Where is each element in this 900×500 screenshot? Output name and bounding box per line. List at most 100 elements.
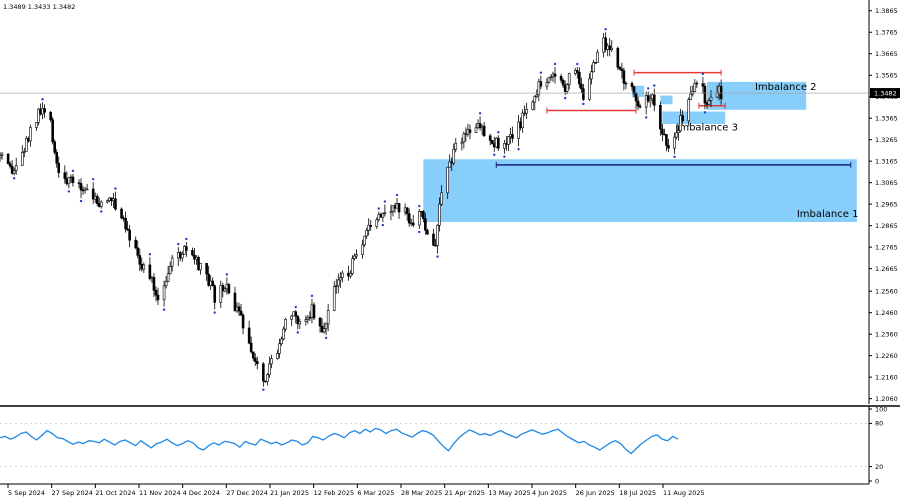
candle-body bbox=[521, 112, 524, 129]
candle-body bbox=[559, 76, 563, 81]
candle-body bbox=[49, 111, 52, 121]
candle-body bbox=[549, 76, 553, 78]
candle-body bbox=[106, 200, 109, 203]
candle-body bbox=[588, 78, 591, 100]
time-tick-label: 13 May 2025 bbox=[488, 489, 530, 497]
candle-body bbox=[561, 80, 565, 86]
candle-body bbox=[8, 163, 12, 167]
fractal-up-marker bbox=[383, 200, 387, 203]
candle-body bbox=[448, 161, 451, 168]
candle-body bbox=[434, 244, 437, 247]
candle-body bbox=[667, 145, 670, 149]
candle-body bbox=[665, 134, 668, 146]
candle-body bbox=[41, 108, 44, 115]
candle-body bbox=[140, 263, 144, 270]
candle-body bbox=[183, 246, 186, 255]
candle-body bbox=[241, 314, 245, 329]
imbalance-label: Imbalance 2 bbox=[755, 82, 817, 93]
fractal-down-marker bbox=[12, 177, 16, 180]
candle-body bbox=[221, 285, 225, 292]
candle-body bbox=[503, 143, 506, 149]
imbalance-label: Imbalance 1 bbox=[797, 209, 859, 220]
candle-body bbox=[77, 182, 81, 184]
candle-body bbox=[464, 133, 468, 135]
candle-body bbox=[97, 203, 101, 207]
fractal-down-marker bbox=[262, 388, 265, 391]
candle-body bbox=[150, 277, 154, 280]
imbalance-zone bbox=[423, 159, 857, 222]
candle-body bbox=[282, 328, 285, 340]
price-tick-label: 1.2865 bbox=[875, 222, 898, 230]
candle-body bbox=[185, 246, 188, 251]
oscillator-tick-label: 80 bbox=[875, 420, 883, 428]
candle-body bbox=[488, 135, 492, 141]
candle-body bbox=[225, 284, 229, 290]
imbalance-label: Imbalance 3 bbox=[676, 123, 738, 134]
candle-body bbox=[322, 328, 326, 333]
fractal-down-marker bbox=[67, 190, 71, 193]
fractal-up-marker bbox=[377, 207, 380, 210]
candle-body bbox=[523, 112, 526, 115]
candle-body bbox=[367, 224, 370, 231]
candle-body bbox=[369, 224, 372, 227]
candle-body bbox=[298, 321, 302, 325]
candle-body bbox=[176, 252, 180, 259]
candle-body bbox=[377, 214, 381, 220]
candle-body bbox=[209, 280, 212, 286]
fractal-down-marker bbox=[213, 311, 216, 314]
candle-body bbox=[91, 188, 95, 200]
candle-body bbox=[618, 66, 622, 70]
candle-body bbox=[63, 172, 67, 179]
candle-body bbox=[418, 211, 421, 226]
candle-body bbox=[339, 277, 342, 281]
fractal-up-marker bbox=[604, 28, 607, 31]
candle-body bbox=[573, 70, 577, 74]
candle-body bbox=[551, 73, 555, 78]
candle-body bbox=[717, 85, 721, 94]
candle-body bbox=[336, 279, 340, 287]
candle-body bbox=[426, 230, 429, 235]
candle-body bbox=[53, 141, 56, 153]
candle-body bbox=[83, 188, 87, 191]
candle-body bbox=[424, 218, 427, 231]
time-tick-label: 26 Jun 2025 bbox=[576, 489, 615, 497]
candle-body bbox=[197, 256, 200, 271]
candle-body bbox=[622, 70, 626, 84]
fractal-down-marker bbox=[296, 331, 299, 334]
candle-body bbox=[191, 250, 194, 256]
candle-body bbox=[23, 151, 26, 153]
candle-body bbox=[646, 95, 650, 102]
candle-body bbox=[349, 273, 352, 277]
price-tick-label: 1.2060 bbox=[875, 395, 898, 403]
candle-body bbox=[318, 317, 322, 327]
candle-body bbox=[355, 254, 358, 257]
candle-body bbox=[594, 62, 597, 64]
fractal-up-marker bbox=[539, 71, 543, 74]
candle-body bbox=[689, 93, 693, 100]
candle-body bbox=[509, 134, 512, 137]
fractal-down-marker bbox=[162, 308, 166, 311]
candle-body bbox=[389, 210, 393, 213]
candle-body bbox=[324, 323, 328, 330]
fractal-up-marker bbox=[225, 273, 229, 276]
candle-body bbox=[353, 255, 356, 260]
price-tick-label: 1.2765 bbox=[875, 243, 898, 251]
candle-body bbox=[170, 257, 174, 267]
candle-body bbox=[312, 304, 316, 319]
time-tick-label: 27 Sep 2024 bbox=[52, 489, 93, 497]
candle-body bbox=[124, 217, 127, 230]
candle-body bbox=[478, 123, 482, 129]
fractal-up-marker bbox=[310, 294, 314, 298]
candle-body bbox=[20, 152, 24, 166]
candle-body bbox=[411, 222, 415, 226]
time-tick-label: 11 Nov 2024 bbox=[139, 489, 181, 497]
candle-body bbox=[707, 100, 711, 105]
candle-body bbox=[223, 288, 227, 292]
price-tick-label: 1.3265 bbox=[875, 136, 898, 144]
candle-body bbox=[278, 343, 281, 354]
candles bbox=[0, 32, 723, 387]
candle-body bbox=[65, 178, 69, 185]
price-axis-ticks: 1.38651.37651.36651.35651.34651.33651.32… bbox=[869, 7, 900, 403]
fractal-down-marker bbox=[644, 116, 648, 119]
candle-body bbox=[227, 284, 231, 294]
